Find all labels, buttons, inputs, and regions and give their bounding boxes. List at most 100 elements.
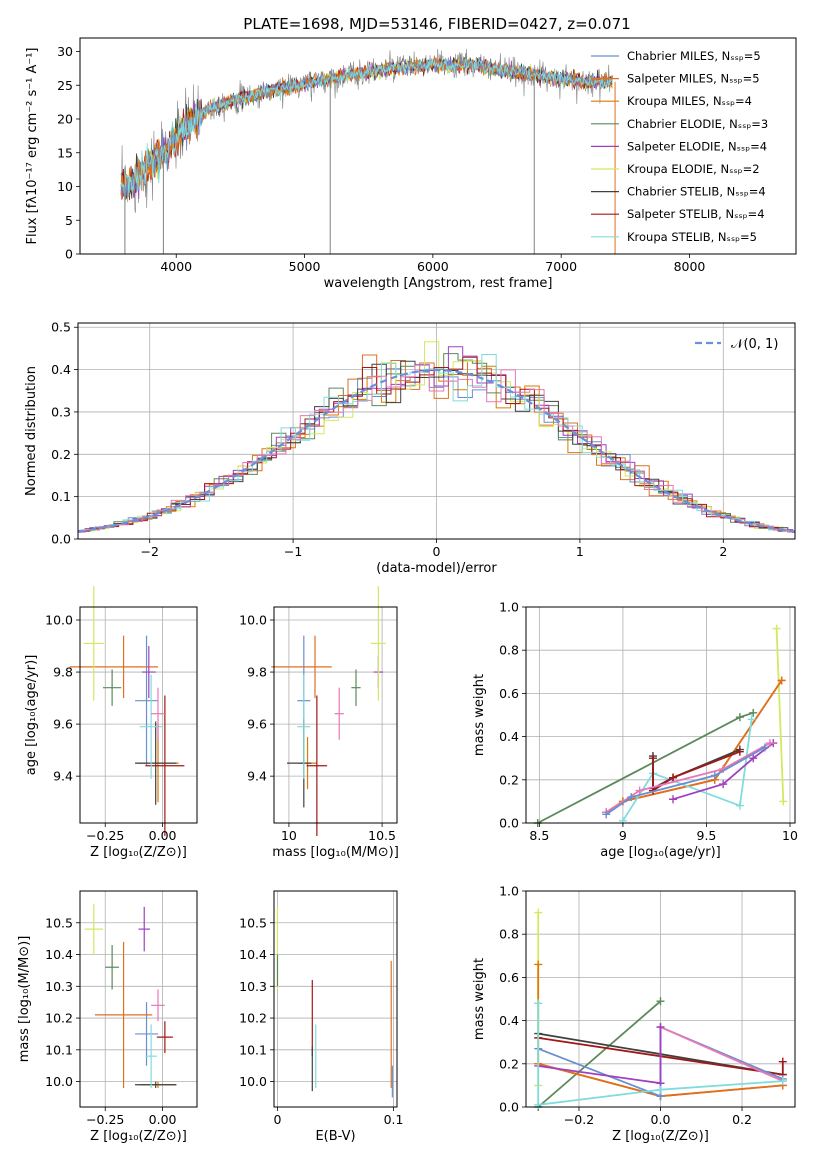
legend-label: Chabrier MILES, Nₛₛₚ=5 bbox=[627, 49, 761, 63]
weight-marker bbox=[669, 795, 678, 804]
plot-area bbox=[271, 586, 386, 837]
x-tick-label: 9.5 bbox=[697, 828, 717, 843]
weight-series-4 bbox=[622, 719, 753, 822]
legend-label: 𝒩(0, 1) bbox=[731, 337, 778, 352]
model-spectrum-8 bbox=[120, 58, 613, 201]
x-tick-label: 6000 bbox=[417, 259, 449, 274]
weight-marker bbox=[656, 1085, 665, 1094]
x-tick-label: 4000 bbox=[160, 259, 192, 274]
weight-series-1 bbox=[537, 1000, 662, 1108]
x-tick-label: 7000 bbox=[545, 259, 577, 274]
x-axis-label: Z [log₁₀(Z/Z⊙)] bbox=[612, 1129, 709, 1144]
legend-label: Salpeter STELIB, Nₛₛₚ=4 bbox=[627, 207, 765, 221]
histograms bbox=[78, 341, 795, 533]
legend-label: Chabrier STELIB, Nₛₛₚ=4 bbox=[627, 185, 766, 199]
weight-vs-age-panel: 8.5 9 9.5 10 0.0 0.2 0.4 0.6 0.8 1.0 age [log₁₀(ag… bbox=[472, 600, 798, 861]
weight-marker bbox=[534, 908, 543, 917]
weight-series-8 bbox=[605, 742, 771, 813]
x-axis-label: mass [log₁₀(M/M⊙)] bbox=[272, 845, 399, 860]
y-tick-label: 10.2 bbox=[45, 1011, 73, 1026]
normal-curve bbox=[78, 368, 795, 533]
x-tick-label: 0.1 bbox=[384, 1112, 404, 1127]
x-tick-label: 10 bbox=[281, 828, 297, 843]
y-tick-label: 10.2 bbox=[239, 1011, 267, 1026]
weight-series-9 bbox=[537, 1003, 783, 1106]
plot-area bbox=[534, 908, 787, 1111]
x-tick-label: 8000 bbox=[674, 259, 706, 274]
weight-marker bbox=[735, 747, 744, 756]
y-axis-label: mass [log₁₀(M/M⊙)] bbox=[17, 936, 32, 1063]
weight-marker bbox=[656, 997, 665, 1006]
y-tick-label: 0.0 bbox=[499, 1100, 519, 1115]
y-axis-label: age [log₁₀(age/yr)] bbox=[24, 655, 39, 776]
weight-series-7 bbox=[672, 742, 774, 801]
y-tick-label: 10.0 bbox=[239, 613, 267, 628]
x-tick-label: −2 bbox=[140, 544, 158, 559]
x-tick-label: 10.5 bbox=[368, 828, 396, 843]
x-axis-label: E(B-V) bbox=[315, 1129, 355, 1144]
age-vs-mass-panel: 10 10.5 9.4 9.6 9.8 10.0 mass [log₁₀(M/M⊙)] bbox=[239, 586, 399, 860]
y-tick-label: 10.4 bbox=[239, 947, 267, 962]
y-tick-label: 10.1 bbox=[45, 1042, 73, 1057]
y-tick-label: 0.1 bbox=[51, 489, 71, 504]
axes-frame bbox=[273, 606, 398, 824]
y-tick-label: 0.0 bbox=[499, 816, 519, 831]
mass-vs-metallicity-panel: −0.25 0.00 10.0 10.1 10.2 10.3 10.4 10.5 Z [log₁… bbox=[17, 890, 198, 1144]
weight-marker bbox=[534, 1100, 543, 1109]
spectrum-panel: 4000 5000 6000 7000 8000 0 5 10 15 20 25 30 waveleng… bbox=[25, 37, 797, 291]
y-tick-label: 10.0 bbox=[239, 1074, 267, 1089]
weight-series-7 bbox=[660, 1026, 784, 1082]
y-tick-label: 0.0 bbox=[51, 532, 71, 547]
spectrum-title: PLATE=1698, MJD=53146, FIBERID=0427, z=0… bbox=[243, 15, 630, 33]
axes-frame bbox=[525, 606, 796, 824]
x-tick-label: −0.25 bbox=[86, 828, 124, 843]
x-axis-label: wavelength [Angstrom, rest frame] bbox=[324, 276, 553, 291]
weight-marker bbox=[710, 771, 719, 780]
y-tick-label: 0.2 bbox=[51, 447, 71, 462]
y-tick-label: 9.6 bbox=[247, 717, 267, 732]
histogram-8 bbox=[78, 354, 795, 533]
y-tick-label: 10.5 bbox=[239, 915, 267, 930]
x-tick-label: 9 bbox=[619, 828, 627, 843]
weight-marker bbox=[635, 786, 644, 795]
plot-area bbox=[276, 906, 393, 1098]
weight-marker bbox=[778, 1057, 787, 1066]
weight-marker bbox=[749, 708, 758, 717]
y-tick-label: 0.8 bbox=[499, 643, 519, 658]
x-tick-label: 2 bbox=[719, 544, 727, 559]
y-tick-label: 9.8 bbox=[53, 665, 73, 680]
y-tick-label: 0.6 bbox=[499, 686, 519, 701]
y-tick-label: 30 bbox=[57, 44, 73, 59]
histogram-9 bbox=[78, 364, 795, 533]
mass-vs-ebv-panel: 0 0.1 10.0 10.1 10.2 10.3 10.4 10.5 E(B-V) bbox=[239, 890, 404, 1144]
y-axis-label: Normed distribution bbox=[24, 366, 39, 496]
y-tick-label: 10.0 bbox=[45, 1074, 73, 1089]
y-axis-label: mass weight bbox=[472, 958, 487, 1040]
weight-series-1 bbox=[775, 628, 785, 802]
weight-marker bbox=[656, 1023, 665, 1032]
axes-frame bbox=[525, 890, 796, 1108]
plot-area bbox=[78, 341, 795, 533]
weight-marker bbox=[534, 999, 543, 1008]
legend-label: Chabrier ELODIE, Nₛₛₚ=3 bbox=[627, 117, 768, 131]
x-axis-label: Z [log₁₀(Z/Z⊙)] bbox=[90, 1129, 187, 1144]
legend-label: Kroupa MILES, Nₛₛₚ=4 bbox=[627, 94, 752, 108]
y-tick-label: 10.0 bbox=[45, 613, 73, 628]
y-tick-label: 9.6 bbox=[53, 717, 73, 732]
x-tick-label: 1 bbox=[576, 544, 584, 559]
y-axis-label: mass weight bbox=[472, 674, 487, 756]
x-axis-label: (data-model)/error bbox=[376, 561, 497, 576]
y-tick-label: 0.5 bbox=[51, 320, 71, 335]
axes-frame bbox=[79, 890, 198, 1108]
weight-marker bbox=[777, 676, 786, 685]
plot-area bbox=[120, 48, 616, 254]
y-tick-label: 0 bbox=[65, 247, 73, 262]
plot-area bbox=[69, 586, 185, 837]
y-tick-label: 0.3 bbox=[51, 404, 71, 419]
residual-histogram-panel: −2 −1 0 1 2 0.0 0.1 0.2 0.3 0.4 0.5 (data-model)/er… bbox=[24, 320, 796, 576]
y-tick-label: 15 bbox=[57, 145, 73, 160]
axes-frame bbox=[79, 37, 797, 255]
weight-marker bbox=[778, 1077, 787, 1086]
y-tick-label: 10.3 bbox=[45, 979, 73, 994]
y-tick-label: 0.8 bbox=[499, 927, 519, 942]
